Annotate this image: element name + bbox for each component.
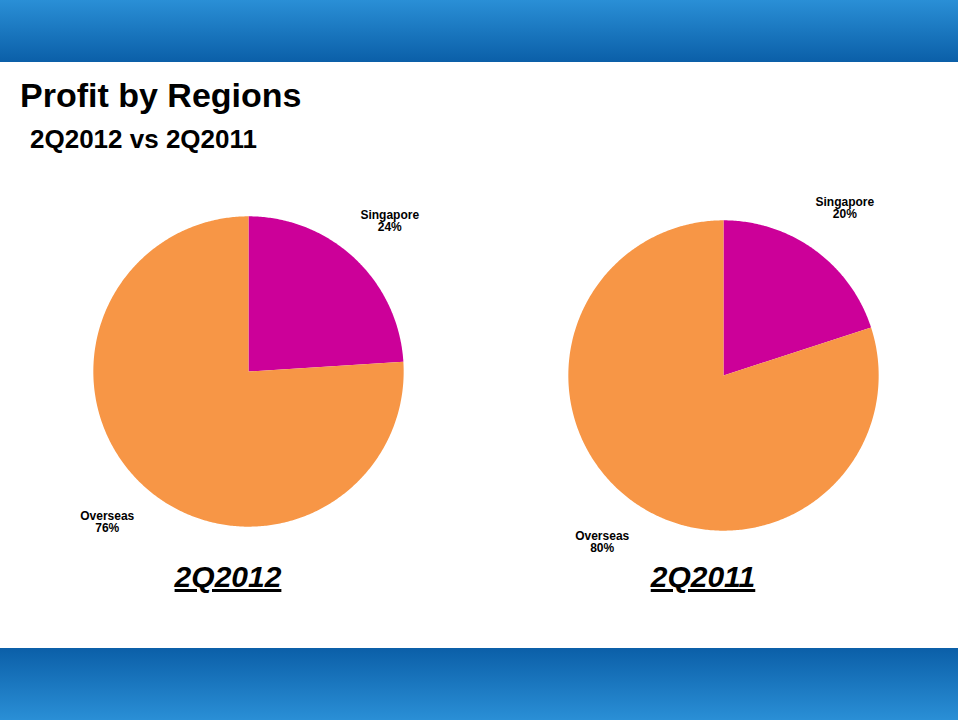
html-text:2Q2012 vs 2Q2011: 2Q2012 vs 2Q2011 bbox=[30, 124, 257, 154]
svg-text:Overseas76%: Overseas76% bbox=[80, 509, 134, 535]
svg-text:Singapore24%: Singapore24% bbox=[360, 208, 419, 234]
html-text:Profit by Regions: Profit by Regions bbox=[20, 76, 302, 114]
svg-text:Singapore20%: Singapore20% bbox=[815, 195, 874, 221]
html-text:2Q2012: 2Q2012 bbox=[174, 560, 282, 593]
html-text:2Q2011: 2Q2011 bbox=[650, 560, 756, 593]
svg-text:Overseas80%: Overseas80% bbox=[575, 529, 629, 555]
